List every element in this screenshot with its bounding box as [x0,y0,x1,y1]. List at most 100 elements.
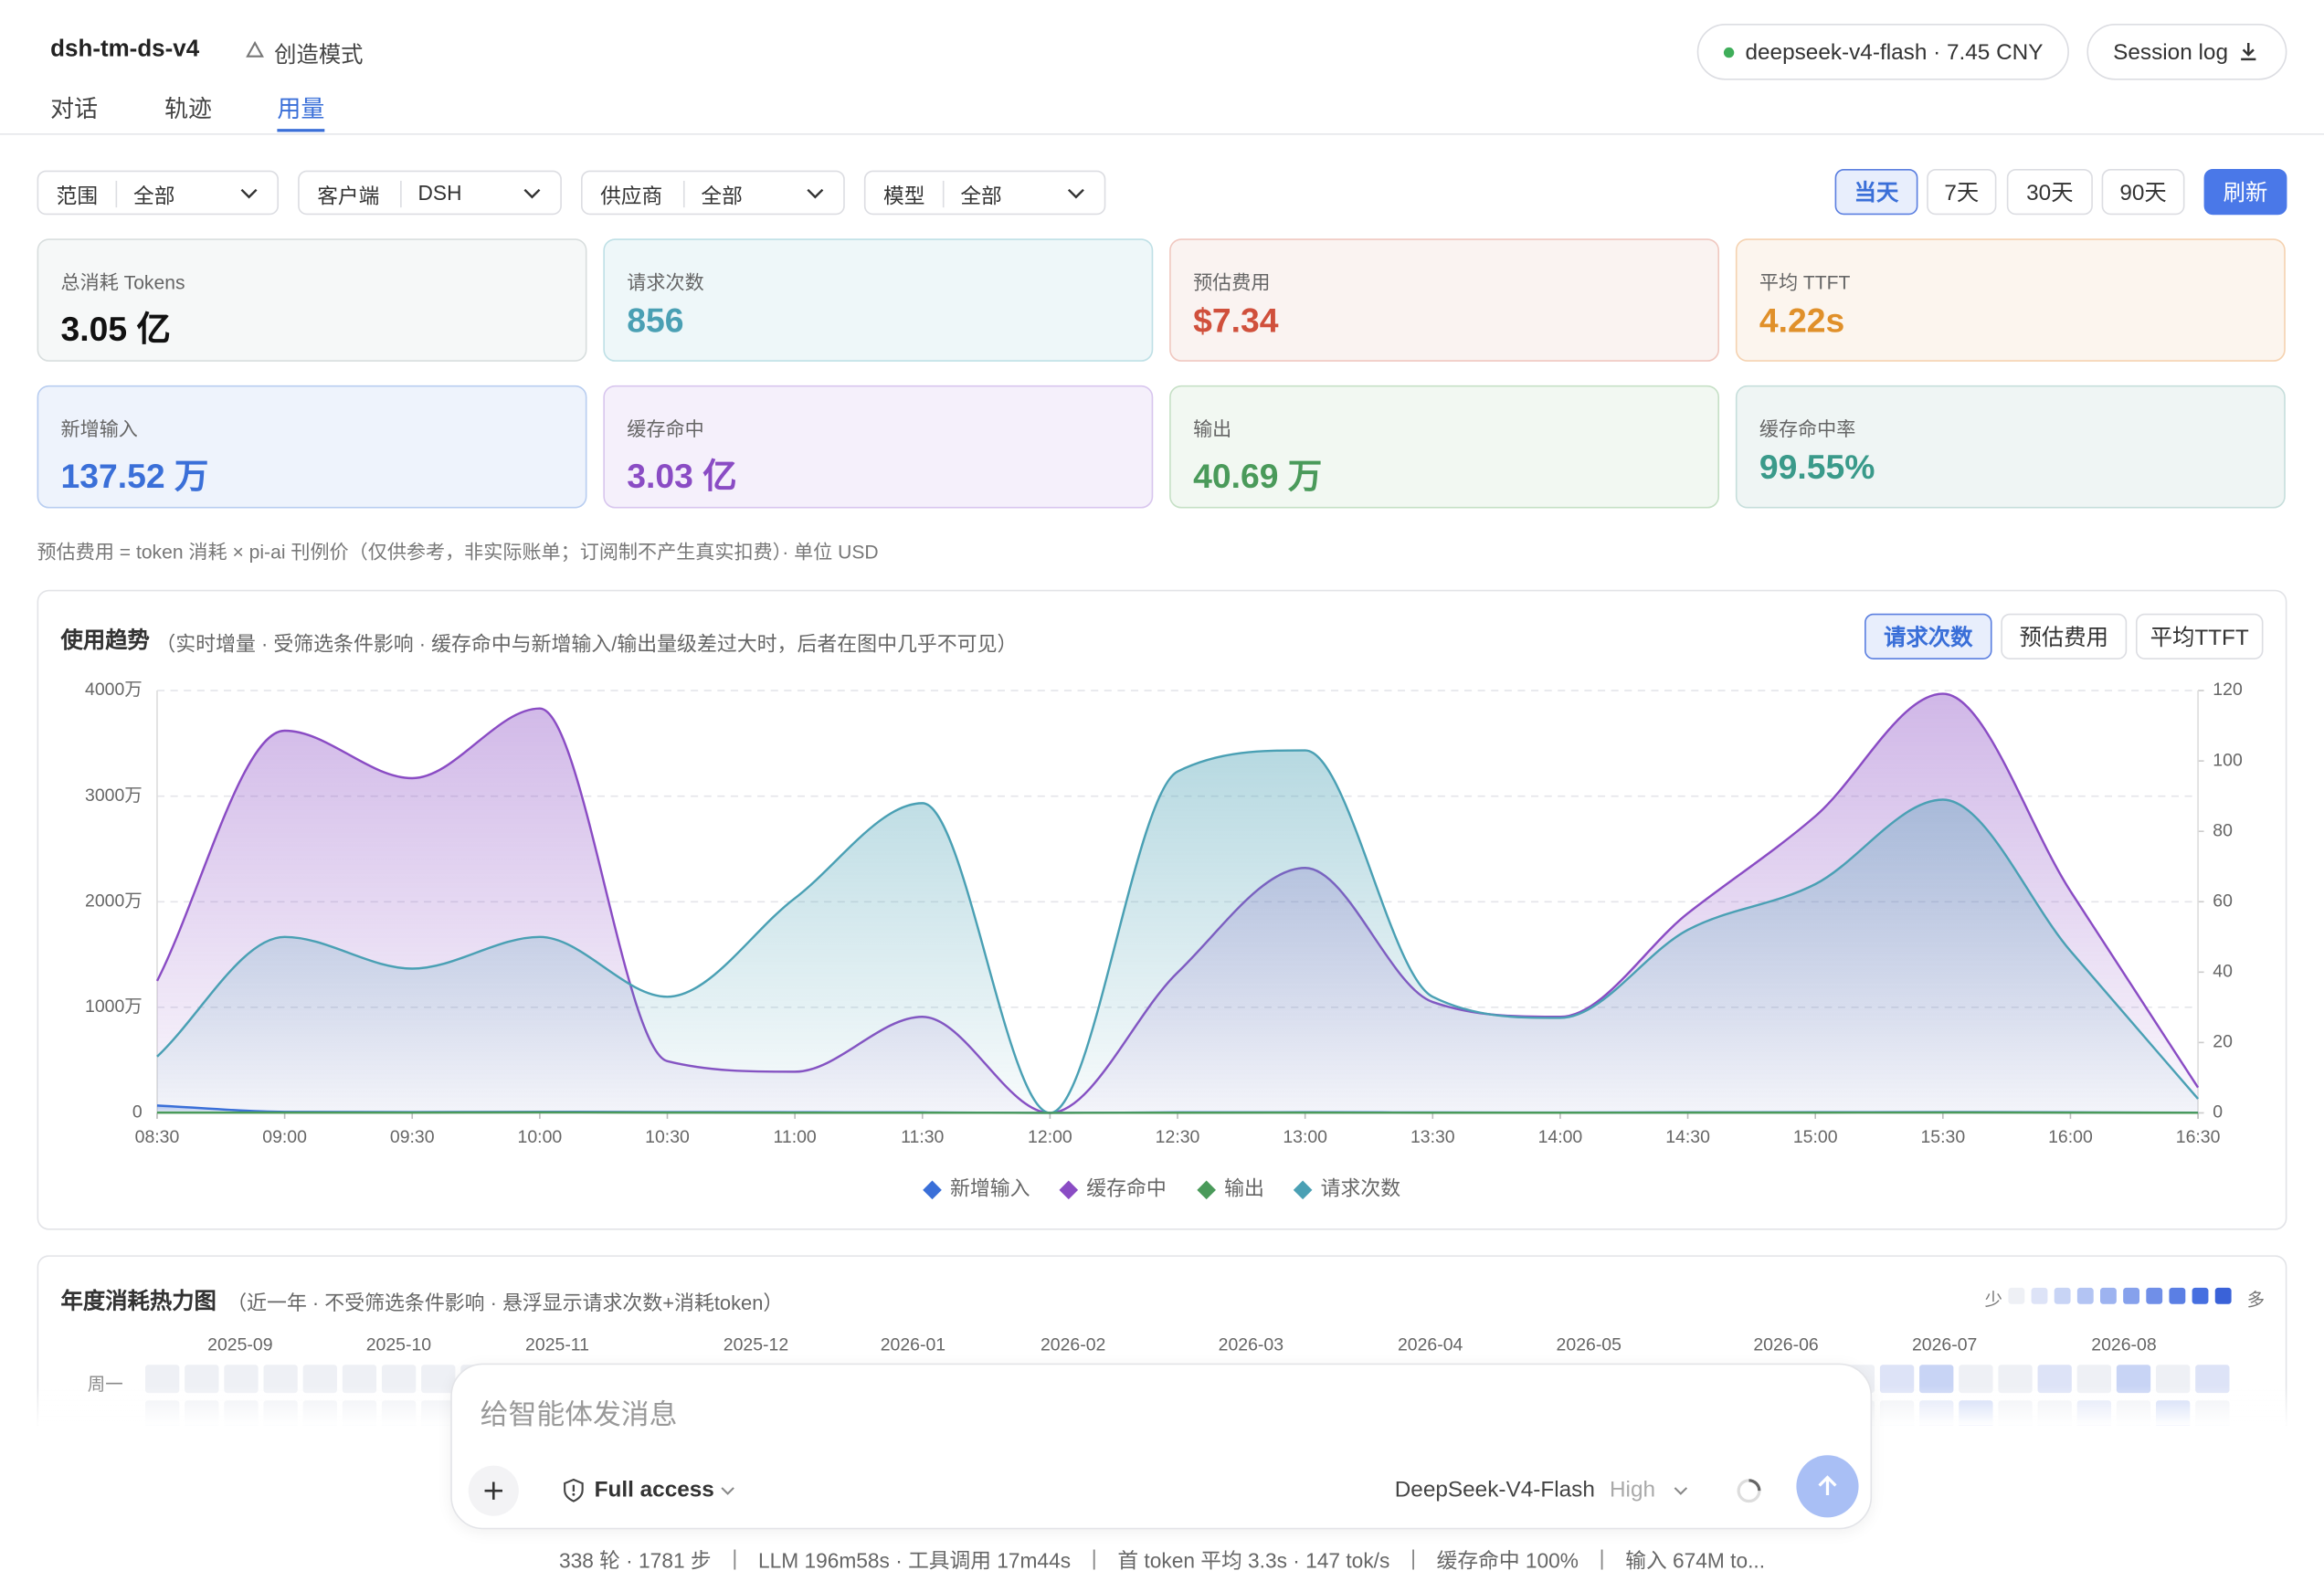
cost-note: 预估费用 = token 消耗 × pi-ai 刊例价（仅供参考，非实际账单；订… [37,541,879,564]
stat-value: $7.34 [1193,300,1279,340]
filter[interactable]: 客户端 DSH [298,170,562,216]
refresh-button[interactable]: 刷新 [2203,168,2287,216]
legend-swatch [2214,1287,2232,1304]
range-button[interactable]: 7天 [1927,168,1997,216]
y2-tick-label: 100 [2213,750,2243,770]
download-icon [2241,43,2256,61]
month-label: 2026-03 [1219,1334,1283,1355]
access-mode[interactable]: Full access [594,1477,714,1503]
legend-label: 输出 [1224,1177,1264,1200]
y-tick-label: 4000万 [85,680,143,700]
chevron [240,188,258,199]
stat-card: 新增输入 137.52 万 [37,385,587,509]
legend-label: 新增输入 [950,1177,1030,1200]
chevron [1067,188,1084,199]
filter[interactable]: 模型 全部 [863,170,1106,216]
y2-tick-label: 40 [2213,961,2233,981]
filter-label: 范围 [56,184,99,208]
spinner [1737,1479,1761,1503]
metric-button[interactable]: 平均TTFT [2135,613,2264,659]
stat-label: 总消耗 Tokens [60,270,185,294]
status-item: 首 token 平均 3.3s · 147 tok/s [1117,1548,1390,1573]
heatmap-subtitle: （近一年 · 不受筛选条件影响 · 悬浮显示请求次数+消耗token） [227,1292,784,1315]
legend-swatch [2192,1287,2209,1304]
stat-label: 预估费用 [1193,270,1271,294]
x-tick-label: 13:30 [1410,1127,1455,1147]
status-dot [1723,47,1734,58]
model-badge[interactable]: deepseek-v4-flash · 7.45 CNY [1696,23,2069,80]
tab[interactable]: 对话 [50,98,99,123]
range-button[interactable]: 90天 [2101,168,2185,216]
stat-value: 3.05 亿 [60,310,171,349]
legend-swatch [2008,1287,2025,1304]
month-label: 2026-04 [1398,1334,1463,1355]
send-button[interactable] [1796,1455,1859,1518]
stat-label: 缓存命中 [627,417,704,440]
x-tick-label: 09:30 [390,1127,435,1147]
x-tick-label: 10:30 [645,1127,690,1147]
y2-tick-label: 20 [2213,1032,2233,1052]
x-tick-label: 16:00 [2048,1127,2093,1147]
chevron-path [523,188,541,199]
metric-button[interactable]: 预估费用 [2001,613,2128,659]
chart-subtitle: （实时增量 · 受筛选条件影响 · 缓存命中与新增输入/输出量级差过大时，后者在… [155,632,1018,656]
x-tick-label: 12:00 [1028,1127,1072,1147]
stat-value: 99.55% [1759,447,1875,487]
chart-title: 使用趋势 [60,627,150,654]
add-button[interactable] [468,1465,519,1516]
legend-label: 缓存命中 [1086,1177,1167,1200]
x-tick-label: 15:00 [1793,1127,1838,1147]
filter[interactable]: 范围 全部 [37,170,280,216]
x-tick-label: 09:00 [262,1127,307,1147]
chevron-path [807,188,824,199]
stat-card: 预估费用 $7.34 [1169,238,1720,362]
model-badge-text: deepseek-v4-flash · 7.45 CNY [1745,38,2044,65]
mode-label: 创造模式 [274,43,364,69]
filter[interactable]: 供应商 全部 [581,170,845,216]
range-button-active[interactable]: 当天 [1834,168,1918,216]
status-separator: | [1091,1545,1097,1570]
message-input[interactable]: 给智能体发消息 [480,1400,678,1432]
y-tick-label: 2000万 [85,891,143,911]
month-label: 2026-02 [1041,1334,1105,1355]
mode-icon [246,40,264,58]
filter-separator [400,180,402,208]
stat-label: 输出 [1193,417,1232,440]
x-tick-label: 12:30 [1156,1127,1200,1147]
y2-tick-label: 0 [2213,1102,2223,1123]
tab-underline [277,129,325,132]
status-item: 输入 674M to... [1625,1548,1766,1573]
stat-label: 新增输入 [60,417,138,440]
month-label: 2026-01 [881,1334,945,1355]
status-separator: | [1599,1545,1605,1570]
stat-card: 请求次数 856 [603,238,1154,362]
filter-label: 模型 [882,184,925,208]
stat-label: 缓存命中率 [1759,417,1856,440]
month-label: 2025-11 [525,1334,589,1355]
session-log-button[interactable]: Session log [2086,23,2287,80]
legend-marker [1293,1180,1313,1200]
x-tick-label: 10:00 [518,1127,563,1147]
model-name[interactable]: DeepSeek-V4-Flash [1394,1477,1595,1503]
legend-swatch [2076,1287,2094,1304]
stat-card: 平均 TTFT 4.22s [1735,238,2286,362]
month-label: 2026-08 [2091,1334,2156,1355]
month-label: 2026-06 [1753,1334,1818,1355]
effort[interactable]: High [1609,1477,1656,1503]
legend-swatch [2123,1287,2140,1304]
stat-card: 缓存命中 3.03 亿 [603,385,1154,509]
metric-button-active[interactable]: 请求次数 [1864,613,1992,659]
tab[interactable]: 轨迹 [164,98,213,123]
x-tick-label: 14:30 [1665,1127,1710,1147]
arrow-up-icon [1818,1475,1837,1496]
stat-card: 总消耗 Tokens 3.05 亿 [37,238,587,362]
y2-tick-label: 60 [2213,891,2233,911]
range-button[interactable]: 30天 [2006,168,2093,216]
area [156,750,2199,1113]
month-label: 2026-07 [1912,1334,1977,1355]
workspace-title: dsh-tm-ds-v4 [50,37,200,63]
month-label: 2025-12 [724,1334,788,1355]
legend-swatch [2054,1287,2071,1304]
tab-active[interactable]: 用量 [277,98,325,123]
